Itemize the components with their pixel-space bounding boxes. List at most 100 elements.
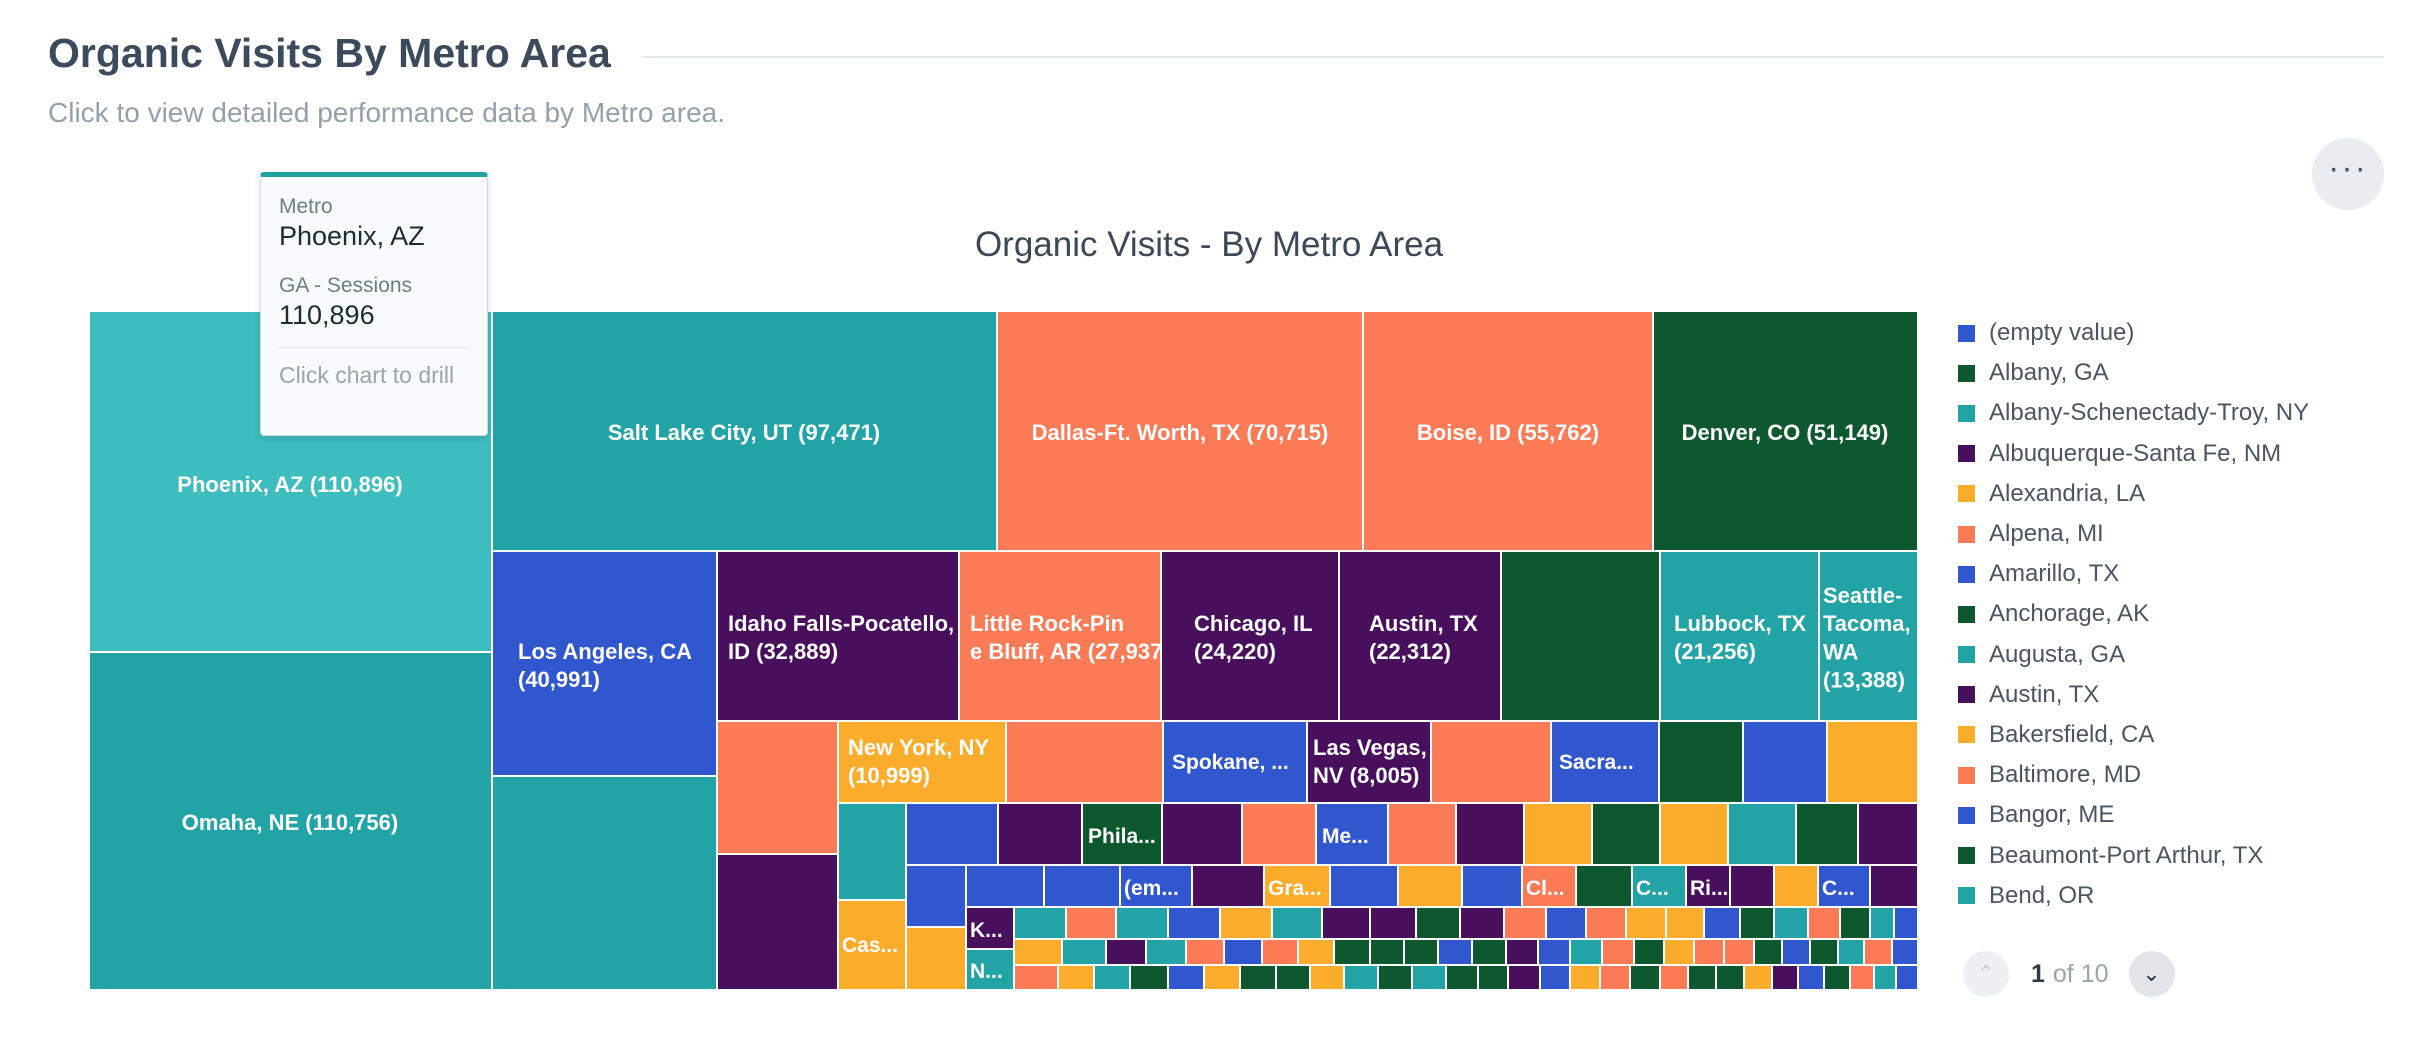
treemap-tile[interactable] <box>837 802 907 901</box>
treemap-tile[interactable] <box>1807 906 1841 940</box>
treemap-tile[interactable] <box>1545 906 1587 940</box>
treemap-tile[interactable] <box>1895 964 1919 991</box>
treemap-tile[interactable] <box>1271 906 1323 940</box>
treemap-tile[interactable] <box>1061 938 1107 966</box>
treemap-tile[interactable] <box>1297 938 1335 966</box>
treemap-tile[interactable] <box>1727 802 1797 866</box>
legend-item[interactable]: Augusta, GA <box>1958 635 2398 675</box>
treemap-tile[interactable] <box>1223 938 1263 966</box>
treemap-tile[interactable] <box>1445 964 1479 991</box>
treemap-tile[interactable] <box>1503 906 1547 940</box>
treemap-tile[interactable] <box>1129 964 1169 991</box>
legend-item[interactable]: Beaumont-Port Arthur, TX <box>1958 835 2398 875</box>
treemap-tile[interactable] <box>1665 906 1705 940</box>
treemap-tile[interactable] <box>1437 938 1473 966</box>
treemap-tile[interactable] <box>1005 720 1164 804</box>
treemap-tile[interactable] <box>996 310 1364 552</box>
treemap-tile[interactable] <box>1455 802 1525 866</box>
treemap-tile[interactable] <box>837 899 907 991</box>
treemap-tile[interactable] <box>1857 802 1919 866</box>
treemap-tile[interactable] <box>1809 938 1839 966</box>
treemap-tile[interactable] <box>1739 906 1775 940</box>
treemap-tile[interactable] <box>1219 906 1273 940</box>
treemap-tile[interactable] <box>1869 864 1919 908</box>
treemap-tile[interactable] <box>1893 906 1919 940</box>
treemap-tile[interactable] <box>1550 720 1660 804</box>
legend-item[interactable]: Bangor, ME <box>1958 795 2398 835</box>
treemap-tile[interactable] <box>1742 720 1828 804</box>
treemap-tile[interactable] <box>1397 864 1463 908</box>
treemap-tile[interactable] <box>965 864 1045 908</box>
treemap-tile[interactable] <box>1869 906 1895 940</box>
treemap-tile[interactable] <box>1185 938 1225 966</box>
treemap-tile[interactable] <box>1191 864 1265 908</box>
legend-item[interactable]: Albuquerque-Santa Fe, NM <box>1958 434 2398 474</box>
legend-item[interactable]: Austin, TX <box>1958 675 2398 715</box>
treemap-tile[interactable] <box>958 550 1162 722</box>
treemap-tile[interactable] <box>1658 720 1744 804</box>
treemap-tile[interactable] <box>997 802 1083 866</box>
treemap-tile[interactable] <box>1241 802 1317 866</box>
treemap-tile[interactable] <box>1601 938 1635 966</box>
treemap-tile[interactable] <box>1826 720 1919 804</box>
treemap-tile[interactable] <box>1505 938 1539 966</box>
treemap-tile[interactable] <box>1773 906 1809 940</box>
legend-prev-page-button[interactable]: ⌃ <box>1963 951 2009 997</box>
treemap-tile[interactable] <box>1659 964 1689 991</box>
treemap-tile[interactable] <box>1321 906 1371 940</box>
treemap-tile[interactable] <box>1729 864 1775 908</box>
legend-item[interactable]: Bakersfield, CA <box>1958 715 2398 755</box>
treemap-tile[interactable] <box>1795 802 1859 866</box>
treemap-tile[interactable] <box>1105 938 1147 966</box>
treemap-tile[interactable] <box>1145 938 1187 966</box>
treemap-tile[interactable] <box>1599 964 1631 991</box>
treemap-tile[interactable] <box>1275 964 1311 991</box>
treemap-tile[interactable] <box>1569 938 1603 966</box>
treemap-tile[interactable] <box>1781 938 1811 966</box>
treemap-tile[interactable] <box>1507 964 1541 991</box>
legend-item[interactable]: Alpena, MI <box>1958 514 2398 554</box>
legend-item[interactable]: Amarillo, TX <box>1958 554 2398 594</box>
treemap-tile[interactable] <box>837 720 1007 804</box>
treemap-tile[interactable] <box>1521 864 1577 908</box>
treemap-tile[interactable] <box>1471 938 1507 966</box>
treemap-tile[interactable] <box>1703 906 1741 940</box>
treemap-tile[interactable] <box>1873 964 1897 991</box>
treemap-tile[interactable] <box>1459 906 1505 940</box>
treemap-tile[interactable] <box>1043 864 1121 908</box>
treemap-tile[interactable] <box>1687 964 1717 991</box>
legend-item[interactable]: Albany, GA <box>1958 353 2398 393</box>
legend-next-page-button[interactable]: ⌄ <box>2128 951 2175 997</box>
treemap-tile[interactable] <box>1693 938 1725 966</box>
treemap-tile[interactable] <box>1167 906 1221 940</box>
treemap-tile[interactable] <box>716 853 839 991</box>
treemap-tile[interactable] <box>1013 938 1063 966</box>
treemap-tile[interactable] <box>1771 964 1799 991</box>
treemap-tile[interactable] <box>491 775 718 991</box>
treemap-tile[interactable] <box>1343 964 1379 991</box>
treemap-tile[interactable] <box>1569 964 1601 991</box>
treemap-tile[interactable] <box>905 864 967 928</box>
treemap-tile[interactable] <box>1818 550 1919 722</box>
treemap-tile[interactable] <box>1162 720 1308 804</box>
treemap-tile[interactable] <box>1715 964 1745 991</box>
treemap-tile[interactable] <box>1817 864 1871 908</box>
treemap-tile[interactable] <box>1849 964 1875 991</box>
treemap-tile[interactable] <box>1167 964 1205 991</box>
treemap-tile[interactable] <box>1115 906 1169 940</box>
treemap-tile[interactable] <box>1537 938 1571 966</box>
treemap-tile[interactable] <box>1823 964 1851 991</box>
treemap-tile[interactable] <box>1093 964 1131 991</box>
treemap-tile[interactable] <box>965 906 1015 950</box>
treemap-tile[interactable] <box>1315 802 1389 866</box>
treemap-tile[interactable] <box>1461 864 1523 908</box>
treemap-tile[interactable] <box>491 310 998 552</box>
treemap-tile[interactable] <box>1477 964 1509 991</box>
treemap-tile[interactable] <box>1369 906 1417 940</box>
treemap-tile[interactable] <box>1369 938 1405 966</box>
treemap-tile[interactable] <box>1161 802 1243 866</box>
treemap-tile[interactable] <box>1591 802 1661 866</box>
legend-item[interactable]: Albany-Schenectady-Troy, NY <box>1958 393 2398 433</box>
treemap-tile[interactable] <box>1685 864 1731 908</box>
